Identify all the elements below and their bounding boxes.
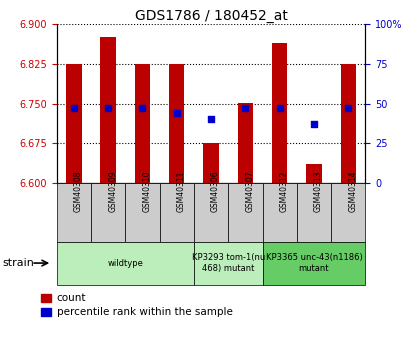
Text: GSM40307: GSM40307 [245,171,255,213]
Bar [272,43,287,183]
Text: GSM40306: GSM40306 [211,171,220,213]
FancyBboxPatch shape [160,183,194,242]
Point [71,106,77,111]
FancyBboxPatch shape [194,183,228,242]
Point [173,110,180,116]
Text: GSM40314: GSM40314 [348,171,357,213]
Text: GSM40308: GSM40308 [74,171,83,213]
Point [208,117,215,122]
FancyBboxPatch shape [57,183,91,242]
Text: GSM40311: GSM40311 [177,171,186,212]
Bar [341,64,356,183]
Bar [306,164,322,183]
Point [242,106,249,111]
FancyBboxPatch shape [297,183,331,242]
Text: GSM40313: GSM40313 [314,171,323,213]
Text: GSM40310: GSM40310 [142,171,152,213]
FancyBboxPatch shape [262,241,365,285]
Point [310,121,318,127]
Bar [66,64,81,183]
FancyBboxPatch shape [331,183,365,242]
Text: GSM40312: GSM40312 [280,171,289,212]
FancyBboxPatch shape [262,183,297,242]
Bar [135,64,150,183]
Bar [203,143,219,183]
Bar [100,37,116,183]
FancyBboxPatch shape [194,241,262,285]
Title: GDS1786 / 180452_at: GDS1786 / 180452_at [135,9,287,23]
Point [345,106,352,111]
Text: KP3365 unc-43(n1186)
mutant: KP3365 unc-43(n1186) mutant [265,253,362,273]
FancyBboxPatch shape [125,183,160,242]
FancyBboxPatch shape [57,241,194,285]
Text: KP3293 tom-1(nu
468) mutant: KP3293 tom-1(nu 468) mutant [192,253,265,273]
Point [276,106,283,111]
Legend: count, percentile rank within the sample: count, percentile rank within the sample [41,293,232,317]
Text: strain: strain [2,258,34,268]
Text: wildtype: wildtype [108,258,143,268]
FancyBboxPatch shape [91,183,125,242]
Point [139,106,146,111]
Text: GSM40309: GSM40309 [108,171,117,213]
Bar [238,104,253,183]
Point [105,106,112,111]
FancyBboxPatch shape [228,183,262,242]
Bar [169,64,184,183]
